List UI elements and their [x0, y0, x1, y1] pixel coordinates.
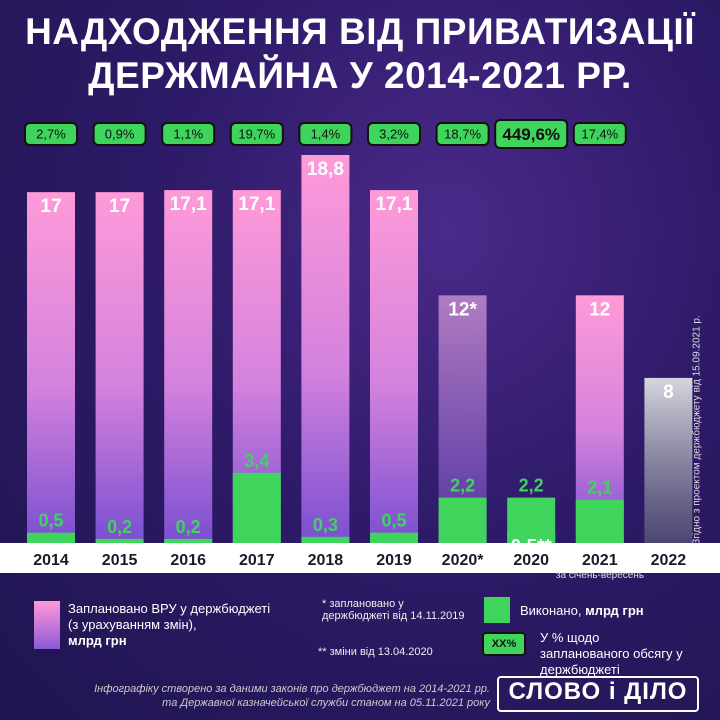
done-bar-2020-planned [438, 497, 487, 543]
side-note-text: Згідно з проектом держбюджету від 15.09.… [691, 315, 703, 545]
legend-planned-unit: млрд грн [68, 633, 127, 648]
footnote-2: ** зміни від 13.04.2020 [318, 646, 433, 658]
tick-label-2016: 2016 [170, 552, 206, 569]
pct-value-2016: 1,1% [173, 127, 203, 142]
legend-planned-line-2: (з урахуванням змін), [68, 617, 197, 632]
planned-value-2017: 17,1 [238, 194, 275, 215]
axis-band [0, 543, 720, 573]
legend-done: Виконано, млрд грн [520, 603, 644, 618]
source-note: Інфографіку створено за даними законів п… [20, 682, 490, 710]
done-bar-2015 [95, 538, 144, 543]
planned-value-2018: 18,8 [307, 159, 344, 180]
legend-done-unit: млрд грн [585, 603, 644, 618]
done-value-2016: 0,2 [176, 517, 201, 537]
done-bar-2014 [27, 532, 75, 543]
tick-label-2018: 2018 [308, 552, 344, 569]
pct-badge-2017 [229, 122, 284, 146]
done-value-2018: 0,3 [313, 515, 338, 535]
planned-value-2020-planned: 12* [448, 299, 477, 320]
chart-title-line-1: НАДХОДЖЕННЯ ВІД ПРИВАТИЗАЦІЇ [25, 11, 695, 52]
pct-value-2019: 3,2% [379, 127, 409, 142]
pct-badge-2018 [298, 122, 353, 146]
source-line-1: Інфографіку створено за даними законів п… [94, 683, 490, 695]
tick-label-2020: 2020 [513, 552, 549, 569]
months-note: за січень-вересень [555, 570, 645, 581]
pct-badge-2015 [92, 122, 147, 146]
pct-badge-2016 [161, 122, 216, 146]
chart-title-line-2: ДЕРЖМАЙНА У 2014-2021 РР. [88, 55, 632, 96]
planned-value-2020: 0,5** [511, 537, 553, 558]
done-bar-2020 [507, 497, 556, 543]
done-bar-2021 [575, 499, 624, 543]
legend-planned-line-1: Заплановано ВРУ у держбюджеті [68, 601, 271, 616]
source-line-2: та Державної казначейської служби станом… [162, 697, 490, 709]
done-bar-2017 [232, 472, 281, 543]
planned-value-2022: 8 [663, 382, 674, 403]
tick-label-2020-planned: 2020* [442, 552, 485, 569]
done-value-2017: 3,4 [244, 451, 269, 471]
tick-label-2021: 2021 [582, 552, 618, 569]
done-value-2021: 2,1 [587, 478, 612, 498]
pct-value-2015: 0,9% [105, 127, 135, 142]
tick-label-2017: 2017 [239, 552, 275, 569]
logo-frame [497, 676, 699, 712]
legend-planned: Заплановано ВРУ у держбюджеті (з урахува… [68, 601, 298, 649]
planned-value-2015: 17 [109, 196, 130, 217]
done-value-2014: 0,5 [38, 511, 63, 531]
pct-value-2017: 19,7% [238, 127, 275, 142]
pct-value-2014: 2,7% [36, 127, 66, 142]
planned-bar-2015 [95, 192, 144, 544]
labels-layer: 17 0,5 2,7% 2014 17 0,2 0,9% 2015 17,1 0,2 1,1% 201… [24, 119, 687, 569]
planned-bar-2018 [301, 155, 350, 543]
footnote-1: * заплановано у держбюджеті від 14.11.20… [322, 598, 465, 622]
planned-bar-2014 [27, 192, 75, 544]
tick-label-2014: 2014 [33, 552, 69, 569]
pct-value-2021: 17,4% [581, 127, 618, 142]
legend-pct-text: У % щодо запланованого обсягу у держбюдж… [540, 630, 683, 677]
pct-badge-2014 [24, 122, 78, 146]
tick-label-2015: 2015 [102, 552, 138, 569]
planned-bar-2019 [370, 190, 418, 543]
brand-logo: СЛОВО і ДІЛО [497, 672, 699, 712]
pct-badge-2019 [367, 122, 421, 146]
done-value-2020-planned: 2,2 [450, 476, 475, 496]
planned-value-2014: 17 [40, 196, 61, 217]
side-note: Згідно з проектом держбюджету від 15.09.… [690, 300, 704, 560]
pct-value-2018: 1,4% [311, 127, 341, 142]
done-bar-2016 [164, 538, 213, 543]
planned-value-2019: 17,1 [376, 194, 413, 215]
pct-value-2020: 449,6% [502, 125, 560, 144]
chart-title: НАДХОДЖЕННЯ ВІД ПРИВАТИЗАЦІЇ ДЕРЖМАЙНА У… [0, 10, 720, 98]
done-value-2015: 0,2 [107, 517, 132, 537]
logo-text: СЛОВО і ДІЛО [508, 678, 688, 705]
planned-bar-2016 [164, 190, 213, 543]
legend-planned-swatch [34, 601, 60, 649]
done-bar-2019 [370, 532, 418, 543]
planned-value-2016: 17,1 [170, 194, 207, 215]
tick-label-2019: 2019 [376, 552, 412, 569]
planned-bar-2022 [644, 377, 693, 543]
planned-value-2021: 12 [589, 299, 610, 320]
bars-layer [27, 155, 693, 544]
done-value-2019: 0,5 [381, 511, 406, 531]
legend-done-text: Виконано, [520, 603, 582, 618]
pct-badge-2021 [572, 122, 627, 146]
pct-badge-2020-planned [435, 122, 490, 146]
legend-pct-box: XX% [482, 632, 526, 656]
done-value-2020: 2,2 [519, 476, 544, 496]
pct-badge-2020 [494, 119, 569, 149]
pct-value-2020-planned: 18,7% [444, 127, 481, 142]
done-bar-2018 [301, 536, 350, 543]
tick-label-2022: 2022 [651, 552, 687, 569]
legend-done-swatch [484, 597, 510, 623]
